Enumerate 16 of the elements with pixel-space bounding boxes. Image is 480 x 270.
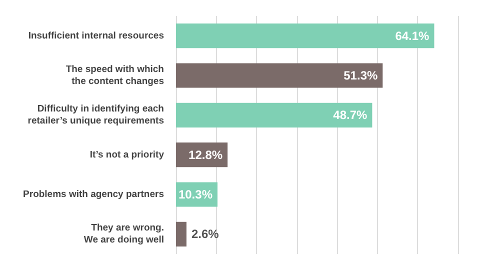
data-label: 12.8% xyxy=(188,148,223,162)
y-tick-label: It’s not a priority xyxy=(90,149,165,160)
y-tick-label: Difficulty in identifying each retailer’s unique requirements xyxy=(28,104,164,127)
data-label: 2.6% xyxy=(191,227,220,242)
data-label: 51.3% xyxy=(344,68,378,82)
bar xyxy=(176,63,383,88)
y-tick-label: Insufficient internal resources xyxy=(28,30,164,42)
data-label: 48.7% xyxy=(333,108,368,122)
y-tick-label: They are wrong. We are doing well xyxy=(84,222,164,246)
y-tick-label: The speed with which the content changes xyxy=(66,64,164,87)
bar xyxy=(176,222,186,246)
data-label: 64.1% xyxy=(395,28,430,43)
bar xyxy=(176,102,372,128)
y-tick-label: Problems with agency partners xyxy=(23,189,164,200)
bar xyxy=(176,24,434,48)
data-label: 10.3% xyxy=(178,188,213,202)
